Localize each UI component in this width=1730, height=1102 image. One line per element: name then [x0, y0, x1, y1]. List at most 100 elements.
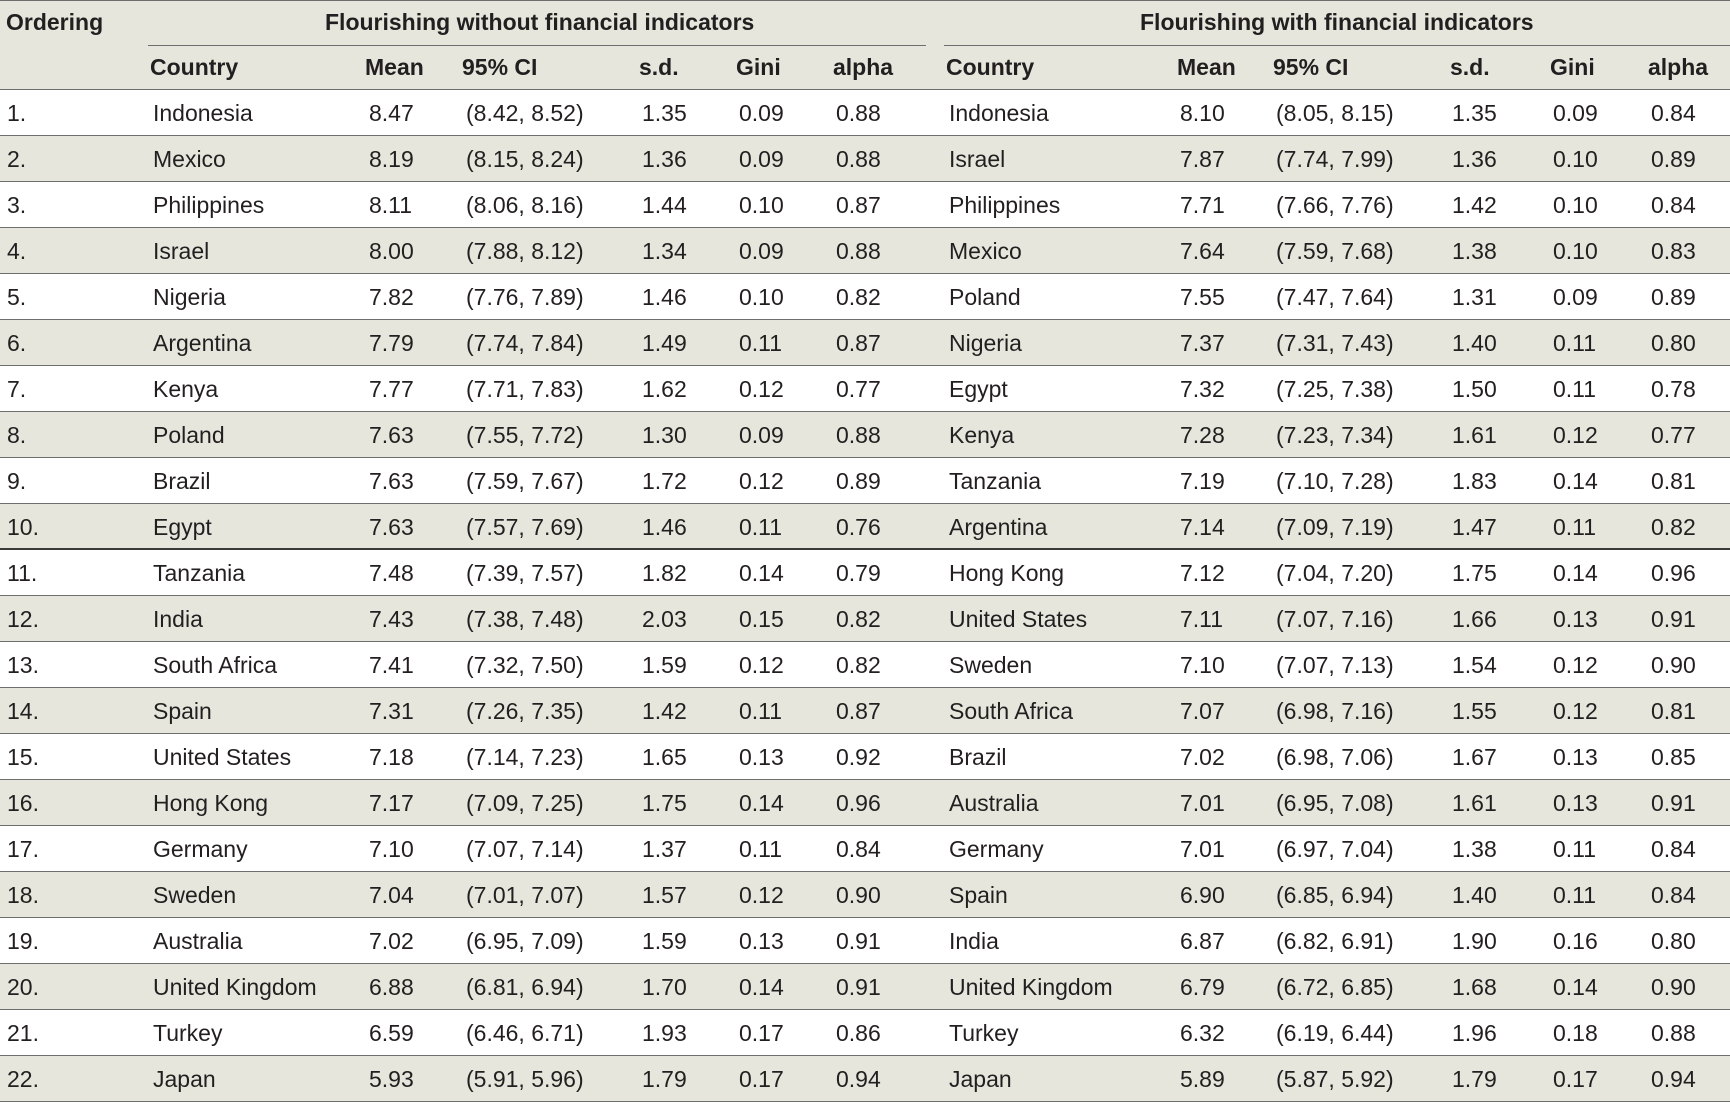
- country-cell-right: South Africa: [949, 698, 1074, 724]
- ci-cell-left: (6.95, 7.09): [466, 928, 584, 954]
- mean-cell-right: 7.14: [1180, 514, 1225, 540]
- table-row: 18. Sweden 7.04 (7.01, 7.07) 1.57 0.12 0.90 Spa…: [0, 872, 1730, 918]
- sd-cell-right: 1.66: [1452, 606, 1497, 632]
- ordering-cell: 19.: [7, 928, 39, 954]
- col-ci-right: 95% CI: [1273, 54, 1349, 80]
- gini-cell-right: 0.10: [1553, 146, 1598, 172]
- gini-cell-right: 0.11: [1553, 836, 1597, 862]
- country-cell-right: Brazil: [949, 744, 1007, 770]
- ordering-cell: 13.: [7, 652, 39, 678]
- alpha-cell-right: 0.85: [1651, 744, 1696, 770]
- mean-cell-right: 7.01: [1180, 836, 1225, 862]
- ci-cell-right: (6.85, 6.94): [1276, 882, 1394, 908]
- alpha-cell-left: 0.88: [836, 422, 881, 448]
- sd-cell-right: 1.55: [1452, 698, 1497, 724]
- alpha-cell-left: 0.82: [836, 284, 881, 310]
- sd-cell-right: 1.42: [1452, 192, 1497, 218]
- gini-cell-left: 0.11: [739, 698, 783, 724]
- gini-cell-left: 0.14: [739, 790, 784, 816]
- gini-cell-right: 0.09: [1553, 284, 1598, 310]
- ordering-cell: 10.: [7, 514, 39, 540]
- gini-cell-left: 0.14: [739, 560, 784, 586]
- table-row: 3. Philippines 8.11 (8.06, 8.16) 1.44 0.10 0.8…: [0, 182, 1730, 228]
- ci-cell-left: (7.01, 7.07): [466, 882, 584, 908]
- ci-cell-right: (6.72, 6.85): [1276, 974, 1394, 1000]
- country-cell-left: Nigeria: [153, 284, 226, 310]
- alpha-cell-left: 0.96: [836, 790, 881, 816]
- table-row: 19. Australia 7.02 (6.95, 7.09) 1.59 0.13 0.91…: [0, 918, 1730, 964]
- country-cell-left: United Kingdom: [153, 974, 317, 1000]
- ordering-cell: 22.: [7, 1066, 39, 1092]
- ci-cell-left: (7.39, 7.57): [466, 560, 584, 586]
- ci-cell-right: (6.95, 7.08): [1276, 790, 1394, 816]
- alpha-cell-left: 0.84: [836, 836, 881, 862]
- ci-cell-right: (5.87, 5.92): [1276, 1066, 1394, 1092]
- gini-cell-right: 0.12: [1553, 652, 1598, 678]
- sd-cell-right: 1.90: [1452, 928, 1497, 954]
- alpha-cell-left: 0.87: [836, 192, 881, 218]
- sd-cell-left: 1.35: [642, 100, 687, 126]
- col-gini-right: Gini: [1550, 54, 1595, 80]
- ci-cell-right: (7.31, 7.43): [1276, 330, 1394, 356]
- gini-cell-right: 0.09: [1553, 100, 1598, 126]
- ci-cell-right: (7.09, 7.19): [1276, 514, 1394, 540]
- ci-cell-left: (7.14, 7.23): [466, 744, 584, 770]
- mean-cell-right: 5.89: [1180, 1066, 1225, 1092]
- alpha-cell-right: 0.84: [1651, 836, 1696, 862]
- mean-cell-left: 7.04: [369, 882, 414, 908]
- country-cell-left: Egypt: [153, 514, 212, 540]
- country-cell-right: Argentina: [949, 514, 1048, 540]
- ci-cell-left: (8.06, 8.16): [466, 192, 584, 218]
- alpha-cell-right: 0.84: [1651, 882, 1696, 908]
- ci-cell-right: (7.07, 7.13): [1276, 652, 1394, 678]
- sd-cell-right: 1.31: [1452, 284, 1497, 310]
- country-cell-left: Hong Kong: [153, 790, 269, 816]
- country-cell-right: Tanzania: [949, 468, 1042, 494]
- country-cell-right: Nigeria: [949, 330, 1022, 356]
- country-cell-right: Hong Kong: [949, 560, 1065, 586]
- mean-cell-right: 8.10: [1180, 100, 1225, 126]
- sd-cell-right: 1.75: [1452, 560, 1497, 586]
- gini-cell-right: 0.11: [1553, 376, 1597, 402]
- country-cell-right: Sweden: [949, 652, 1033, 678]
- alpha-cell-right: 0.84: [1651, 192, 1696, 218]
- ordering-header: Ordering: [6, 9, 104, 35]
- country-cell-left: Japan: [153, 1066, 216, 1092]
- col-mean-right: Mean: [1177, 54, 1236, 80]
- group-header-left: Flourishing without financial indicators: [325, 9, 755, 35]
- alpha-cell-left: 0.88: [836, 238, 881, 264]
- alpha-cell-left: 0.91: [836, 974, 881, 1000]
- table-row: 4. Israel 8.00 (7.88, 8.12) 1.34 0.09 0.88 Mexi…: [0, 228, 1730, 274]
- alpha-cell-left: 0.90: [836, 882, 881, 908]
- ordering-cell: 11.: [7, 560, 38, 586]
- country-cell-left: Australia: [153, 928, 243, 954]
- gini-cell-right: 0.16: [1553, 928, 1598, 954]
- gini-cell-right: 0.14: [1553, 468, 1598, 494]
- ordering-cell: 7.: [7, 376, 27, 402]
- col-gini-left: Gini: [736, 54, 781, 80]
- mean-cell-right: 6.79: [1180, 974, 1225, 1000]
- sd-cell-left: 1.70: [642, 974, 687, 1000]
- country-cell-left: Indonesia: [153, 100, 253, 126]
- gini-cell-left: 0.12: [739, 652, 784, 678]
- sd-cell-right: 1.50: [1452, 376, 1497, 402]
- gini-cell-right: 0.18: [1553, 1020, 1598, 1046]
- country-cell-left: South Africa: [153, 652, 278, 678]
- col-ci-left: 95% CI: [462, 54, 538, 80]
- group-header-right: Flourishing with financial indicators: [1140, 9, 1534, 35]
- country-cell-left: Mexico: [153, 146, 226, 172]
- sd-cell-left: 1.75: [642, 790, 687, 816]
- alpha-cell-right: 0.84: [1651, 100, 1696, 126]
- gini-cell-right: 0.11: [1553, 882, 1597, 908]
- col-alpha-right: alpha: [1648, 54, 1709, 80]
- sd-cell-right: 1.61: [1452, 422, 1497, 448]
- alpha-cell-left: 0.87: [836, 330, 881, 356]
- country-cell-right: Germany: [949, 836, 1044, 862]
- alpha-cell-right: 0.89: [1651, 146, 1696, 172]
- sd-cell-left: 1.49: [642, 330, 687, 356]
- country-cell-right: Turkey: [949, 1020, 1019, 1046]
- sd-cell-left: 1.44: [642, 192, 687, 218]
- gini-cell-left: 0.09: [739, 146, 784, 172]
- ci-cell-right: (8.05, 8.15): [1276, 100, 1394, 126]
